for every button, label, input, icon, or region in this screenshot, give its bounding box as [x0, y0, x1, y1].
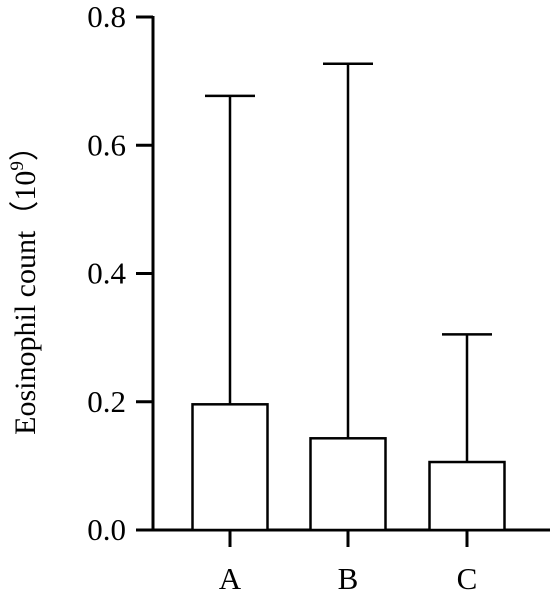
y-tick-label: 0.0 [87, 512, 126, 547]
x-tick-label: C [457, 561, 478, 593]
x-tick-label: B [338, 561, 359, 593]
y-axis-label-open-paren: （ [9, 201, 42, 231]
bar [191, 403, 269, 532]
y-tick-label: 0.4 [87, 256, 126, 291]
y-axis: 0.0 0.2 0.4 0.6 0.8 [87, 0, 155, 547]
y-axis-label: Eosinophil count（109） [7, 131, 42, 435]
x-axis: A B C [151, 528, 550, 596]
y-axis-label-text: Eosinophil count [9, 230, 42, 435]
y-axis-label-close-paren: ） [9, 131, 42, 161]
y-axis-label-unit-base: 10 [9, 171, 42, 201]
x-tick-label: A [219, 561, 242, 593]
bar [428, 460, 506, 532]
bar [309, 437, 387, 532]
y-tick-label: 0.8 [87, 0, 126, 34]
y-axis-label-unit-exponent: 9 [7, 161, 28, 171]
y-tick-label: 0.6 [87, 127, 126, 162]
error-bars [205, 62, 492, 463]
y-tick-label: 0.2 [87, 384, 126, 419]
